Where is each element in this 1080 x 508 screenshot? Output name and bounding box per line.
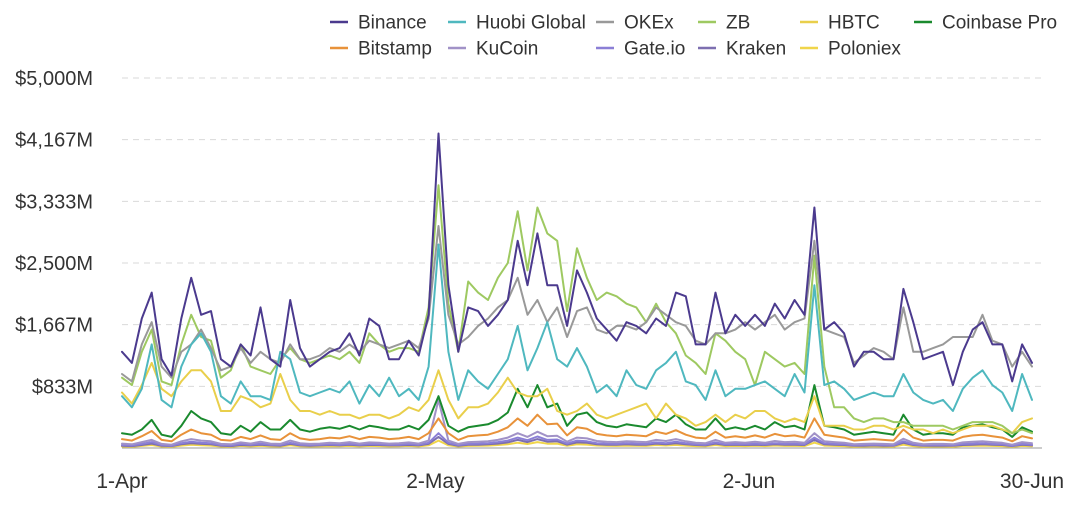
legend-label: Binance bbox=[358, 13, 427, 34]
legend-label: OKEx bbox=[624, 13, 674, 34]
series-line-huobi-global bbox=[121, 243, 1033, 412]
legend-label: Kraken bbox=[726, 39, 786, 60]
legend-label: KuCoin bbox=[476, 39, 538, 60]
x-tick-label: 2-Jun bbox=[723, 470, 776, 493]
y-tick-label: $4,167M bbox=[15, 130, 93, 152]
series-lines bbox=[121, 132, 1033, 448]
x-tick-label: 1-Apr bbox=[96, 470, 147, 493]
y-tick-label: $833M bbox=[32, 376, 93, 398]
y-tick-label: $3,333M bbox=[15, 191, 93, 213]
x-axis-ticks: 1-Apr 2-May 2-Jun 30-Jun bbox=[96, 470, 1064, 493]
x-tick-label: 30-Jun bbox=[1000, 470, 1064, 493]
legend: Binance Huobi Global OKEx ZB HBTC Coinbase Pr… bbox=[330, 13, 1057, 60]
y-tick-label: $1,667M bbox=[15, 315, 93, 337]
series-line-kucoin bbox=[121, 398, 1033, 446]
series-line-bitstamp bbox=[121, 413, 1033, 443]
series-line-zb bbox=[121, 184, 1033, 435]
legend-label: Bitstamp bbox=[358, 39, 432, 60]
legend-label: Coinbase Pro bbox=[942, 13, 1057, 34]
y-tick-label: $2,500M bbox=[15, 253, 93, 275]
legend-label: ZB bbox=[726, 13, 750, 34]
legend-label: HBTC bbox=[828, 13, 880, 34]
series-line-coinbase-pro bbox=[121, 384, 1033, 438]
gridlines bbox=[122, 77, 1042, 449]
legend-label: Huobi Global bbox=[476, 13, 586, 34]
legend-label: Poloniex bbox=[828, 39, 901, 60]
series-line-gate-io bbox=[121, 432, 1033, 447]
y-tick-label: $5,000M bbox=[15, 68, 93, 90]
series-line-hbtc bbox=[121, 361, 1033, 435]
legend-label: Gate.io bbox=[624, 39, 685, 60]
series-line-binance bbox=[121, 132, 1033, 387]
x-tick-label: 2-May bbox=[406, 470, 465, 493]
y-axis-ticks: $833M $1,667M $2,500M $3,333M $4,167M $5,000M bbox=[15, 68, 93, 398]
